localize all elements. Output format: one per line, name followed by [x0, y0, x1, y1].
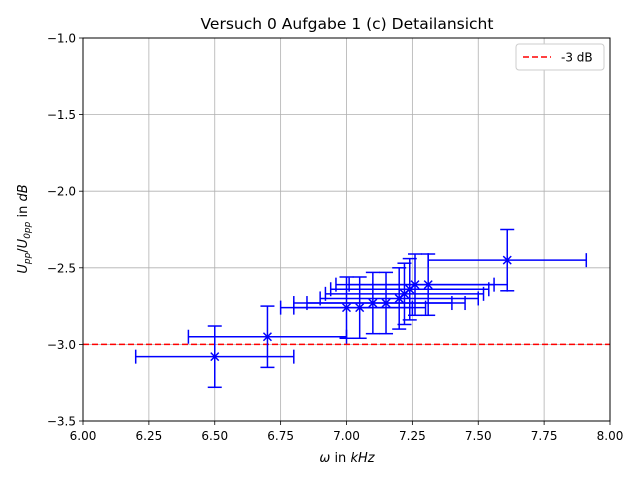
x-marker: [355, 303, 365, 313]
x-marker: [502, 255, 512, 265]
legend: -3 dB: [515, 43, 605, 71]
y-tick-label: −1.0: [47, 32, 76, 46]
x-tick-label: 6.00: [70, 429, 97, 443]
data-points: [134, 228, 588, 389]
data-point: [427, 228, 588, 292]
y-tick-label: −3.5: [47, 415, 76, 429]
y-tick-label: −3.0: [47, 338, 76, 352]
x-tick-label: 6.25: [136, 429, 163, 443]
x-axis-ticks: 6.00 6.25 6.50 6.75 7.00 7.25 7.50 7.75 8.00: [70, 421, 624, 443]
x-marker: [262, 332, 272, 342]
legend-label: -3 dB: [561, 51, 593, 65]
legend-box: [515, 43, 605, 71]
x-tick-label: 6.50: [201, 429, 228, 443]
y-tick-label: −1.5: [47, 108, 76, 122]
x-marker: [423, 280, 433, 290]
data-point: [324, 262, 485, 326]
x-marker: [210, 352, 220, 362]
x-axis-label: ω in kHz: [319, 451, 375, 466]
x-tick-label: 7.25: [399, 429, 426, 443]
x-tick-label: 7.75: [531, 429, 558, 443]
chart-title: Versuch 0 Aufgabe 1 (c) Detailansicht: [201, 15, 494, 33]
data-point: [306, 271, 466, 335]
y-axis-label: Upp/U0pp in dB: [16, 184, 33, 273]
y-axis-ticks: −3.5 −3.0 −2.5 −2.0 −1.5 −1.0: [47, 32, 83, 429]
x-marker: [381, 298, 391, 308]
data-point: [187, 305, 348, 369]
x-tick-label: 6.75: [267, 429, 294, 443]
x-tick-label: 8.00: [597, 429, 624, 443]
y-tick-label: −2.0: [47, 185, 76, 199]
x-tick-label: 7.00: [333, 429, 360, 443]
x-tick-label: 7.50: [465, 429, 492, 443]
y-tick-label: −2.5: [47, 261, 76, 275]
